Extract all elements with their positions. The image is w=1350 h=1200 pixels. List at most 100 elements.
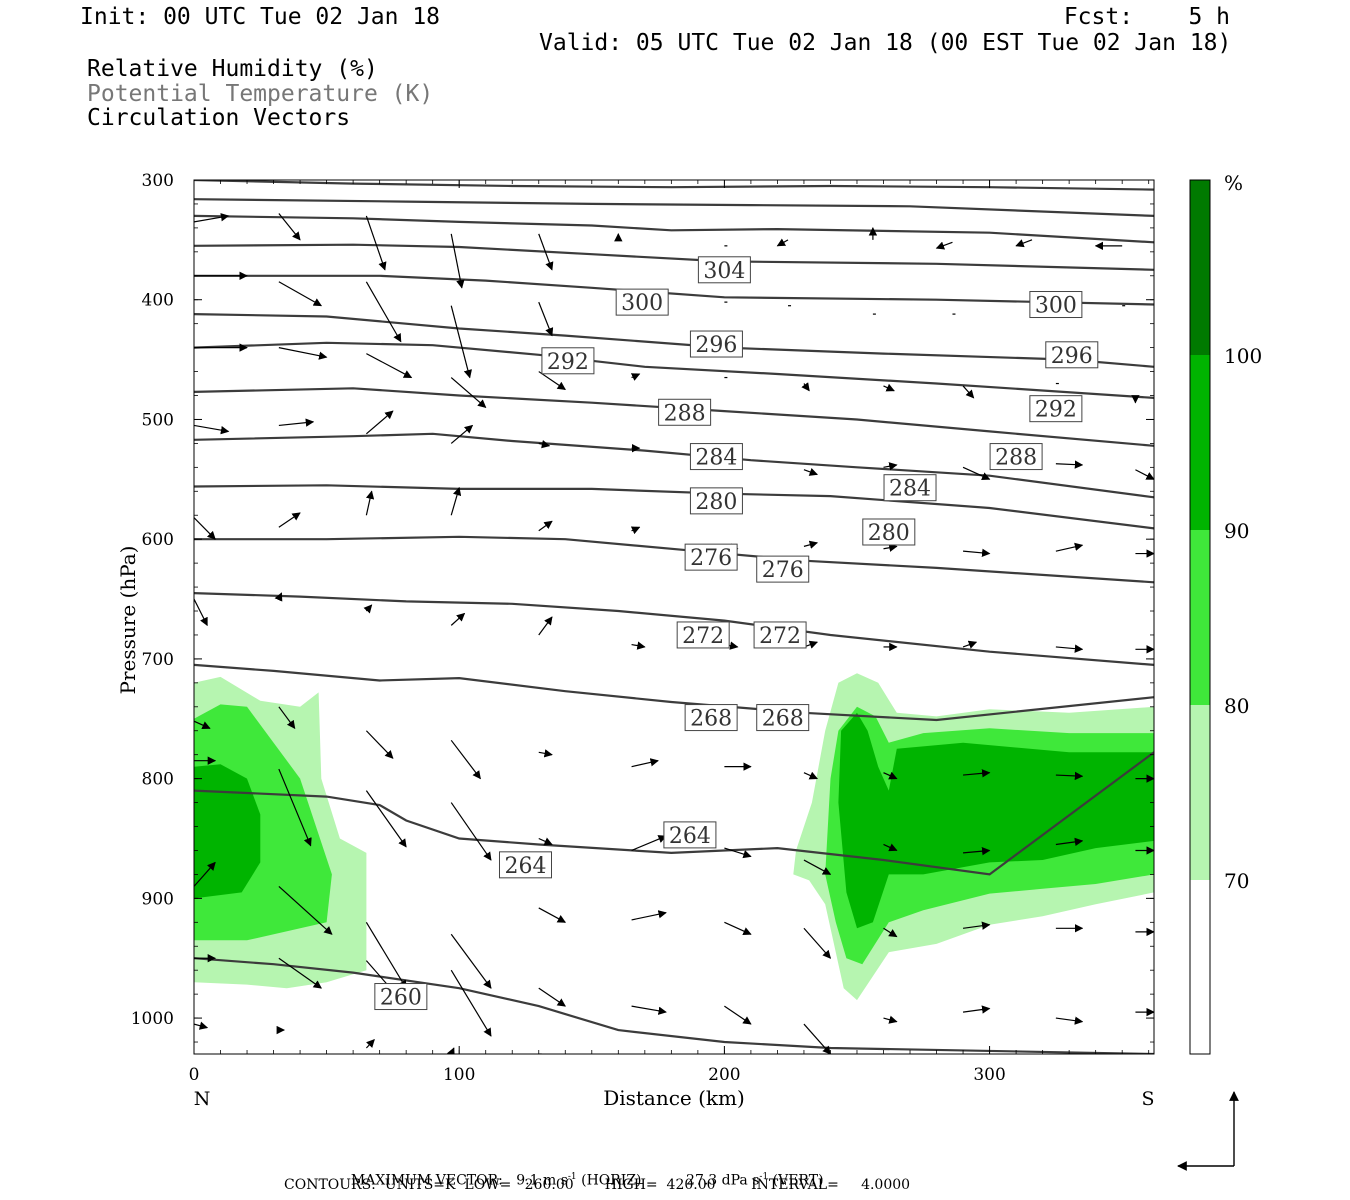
theta-contour-268 — [194, 484, 1154, 530]
vector-96 — [194, 861, 216, 887]
theta-contour-256 — [194, 663, 1154, 722]
y-tick-label-800: 800 — [142, 770, 174, 790]
vector-3 — [450, 233, 465, 289]
vector-46 — [1055, 460, 1084, 469]
contour-label-text: 260 — [380, 986, 422, 1011]
field-circulation-vectors: Circulation Vectors — [87, 105, 351, 131]
vector-55 — [803, 540, 819, 549]
contour-label-text: 276 — [690, 546, 732, 571]
rh-region-90-100-6 — [838, 712, 1154, 929]
vector-101 — [631, 910, 667, 921]
vector-33 — [962, 385, 975, 399]
contour-label-text: 284 — [695, 446, 737, 471]
theta-contour-260 — [194, 592, 1154, 666]
vector-91 — [803, 859, 832, 875]
contour-label-text: 288 — [664, 401, 706, 426]
max-vector-label: MAXIMUM VECTOR: — [350, 1172, 503, 1189]
vector-82 — [1055, 771, 1084, 781]
contour-label-276-13: 276 — [684, 543, 738, 571]
vector-61 — [274, 592, 283, 602]
vector-62 — [363, 604, 373, 614]
field-relative-humidity: Relative Humidity (%) — [87, 56, 378, 82]
contour-label-292-6: 292 — [1029, 395, 1083, 423]
init-time: Init: 00 UTC Tue 02 Jan 18 — [80, 4, 441, 30]
vector-75 — [450, 739, 481, 780]
vector-117 — [962, 1005, 991, 1014]
vector-52 — [538, 520, 553, 532]
plot-frame — [193, 179, 1155, 1055]
vector-104 — [883, 927, 898, 938]
vector-97 — [278, 885, 333, 935]
axes: 300 400 500 600 700 800 900 1000 0 100 200 300 — [131, 171, 1154, 1085]
y-tick-label-1000: 1000 — [131, 1009, 174, 1029]
theta-contour-304 — [194, 180, 1154, 191]
vector-114 — [724, 1005, 752, 1025]
colorbar-70-80 — [1190, 705, 1210, 880]
vector-47 — [1135, 469, 1154, 480]
vector-58 — [1055, 542, 1084, 552]
contour-label-text: 280 — [868, 521, 910, 546]
vector-123 — [446, 1047, 455, 1054]
theta-contour-264 — [194, 535, 1154, 584]
vector-38 — [365, 410, 394, 435]
vector-28 — [538, 371, 566, 391]
vector-102 — [724, 921, 752, 935]
rh-shading — [194, 673, 1154, 1001]
colorbar-80-90 — [1190, 530, 1210, 705]
colorbar-below-70 — [1190, 880, 1210, 1054]
colorbar: % 70 80 90 100 — [1189, 171, 1262, 1055]
reference-vector — [1177, 1091, 1239, 1171]
max-vector-horiz-tag: (HORIZ) — [581, 1172, 642, 1189]
vector-70 — [1055, 644, 1084, 653]
vector-63 — [450, 612, 466, 626]
x-end-label-south: S — [1141, 1088, 1154, 1110]
x-tick-label-300: 300 — [973, 1065, 1005, 1085]
vector-1 — [278, 213, 301, 241]
y-tick-label-700: 700 — [142, 650, 174, 670]
vector-111 — [450, 969, 492, 1037]
x-end-label-north: N — [194, 1088, 211, 1110]
colorbar-unit: % — [1224, 171, 1243, 195]
vector-29 — [630, 373, 641, 381]
contour-label-text: 296 — [1051, 344, 1093, 369]
vector-88 — [538, 837, 553, 846]
vector-7 — [776, 238, 789, 247]
theta-contours — [194, 180, 1154, 1054]
colorbar-label-100: 100 — [1224, 344, 1262, 368]
vector-10 — [1015, 239, 1033, 248]
vector-77 — [631, 758, 659, 768]
max-vector-horiz-exp: -1 — [567, 1172, 577, 1182]
vector-40 — [538, 440, 551, 449]
vector-44 — [883, 462, 898, 471]
contour-labels: 304 300 300 296 296 292 292 288 288 284 284 280 280 2… — [374, 256, 1099, 1011]
contour-label-text: 268 — [690, 707, 732, 732]
theta-contour-300 — [194, 198, 1154, 217]
vector-73 — [278, 706, 296, 730]
contour-label-text: 288 — [995, 446, 1037, 471]
contour-label-280-12: 280 — [862, 518, 916, 546]
vector-60 — [194, 598, 208, 627]
vector-2 — [365, 215, 387, 271]
vector-79 — [803, 771, 818, 780]
vector-128 — [884, 1058, 897, 1060]
vector-72 — [194, 720, 211, 730]
contour-label-288-8: 288 — [989, 443, 1043, 471]
theta-contour-276 — [194, 387, 1154, 447]
y-tick-label-500: 500 — [142, 410, 174, 430]
contour-label-264-20: 264 — [663, 821, 717, 849]
field-potential-temperature: Potential Temperature (K) — [87, 81, 434, 107]
contour-label-268-17: 268 — [684, 704, 738, 732]
vector-25 — [278, 347, 328, 360]
x-tick-label-200: 200 — [708, 1065, 740, 1085]
vector-48 — [194, 517, 216, 540]
contour-label-284-9: 284 — [689, 443, 743, 471]
vector-109 — [278, 957, 322, 989]
contour-label-276-14: 276 — [756, 555, 810, 583]
x-tick-label-0: 0 — [189, 1065, 200, 1085]
contour-label-280-11: 280 — [689, 487, 743, 515]
contour-label-text: 292 — [547, 350, 589, 375]
colorbar-label-70: 70 — [1224, 869, 1249, 893]
y-tick-label-600: 600 — [142, 530, 174, 550]
vector-26 — [366, 353, 413, 379]
contour-label-272-16: 272 — [753, 621, 807, 649]
